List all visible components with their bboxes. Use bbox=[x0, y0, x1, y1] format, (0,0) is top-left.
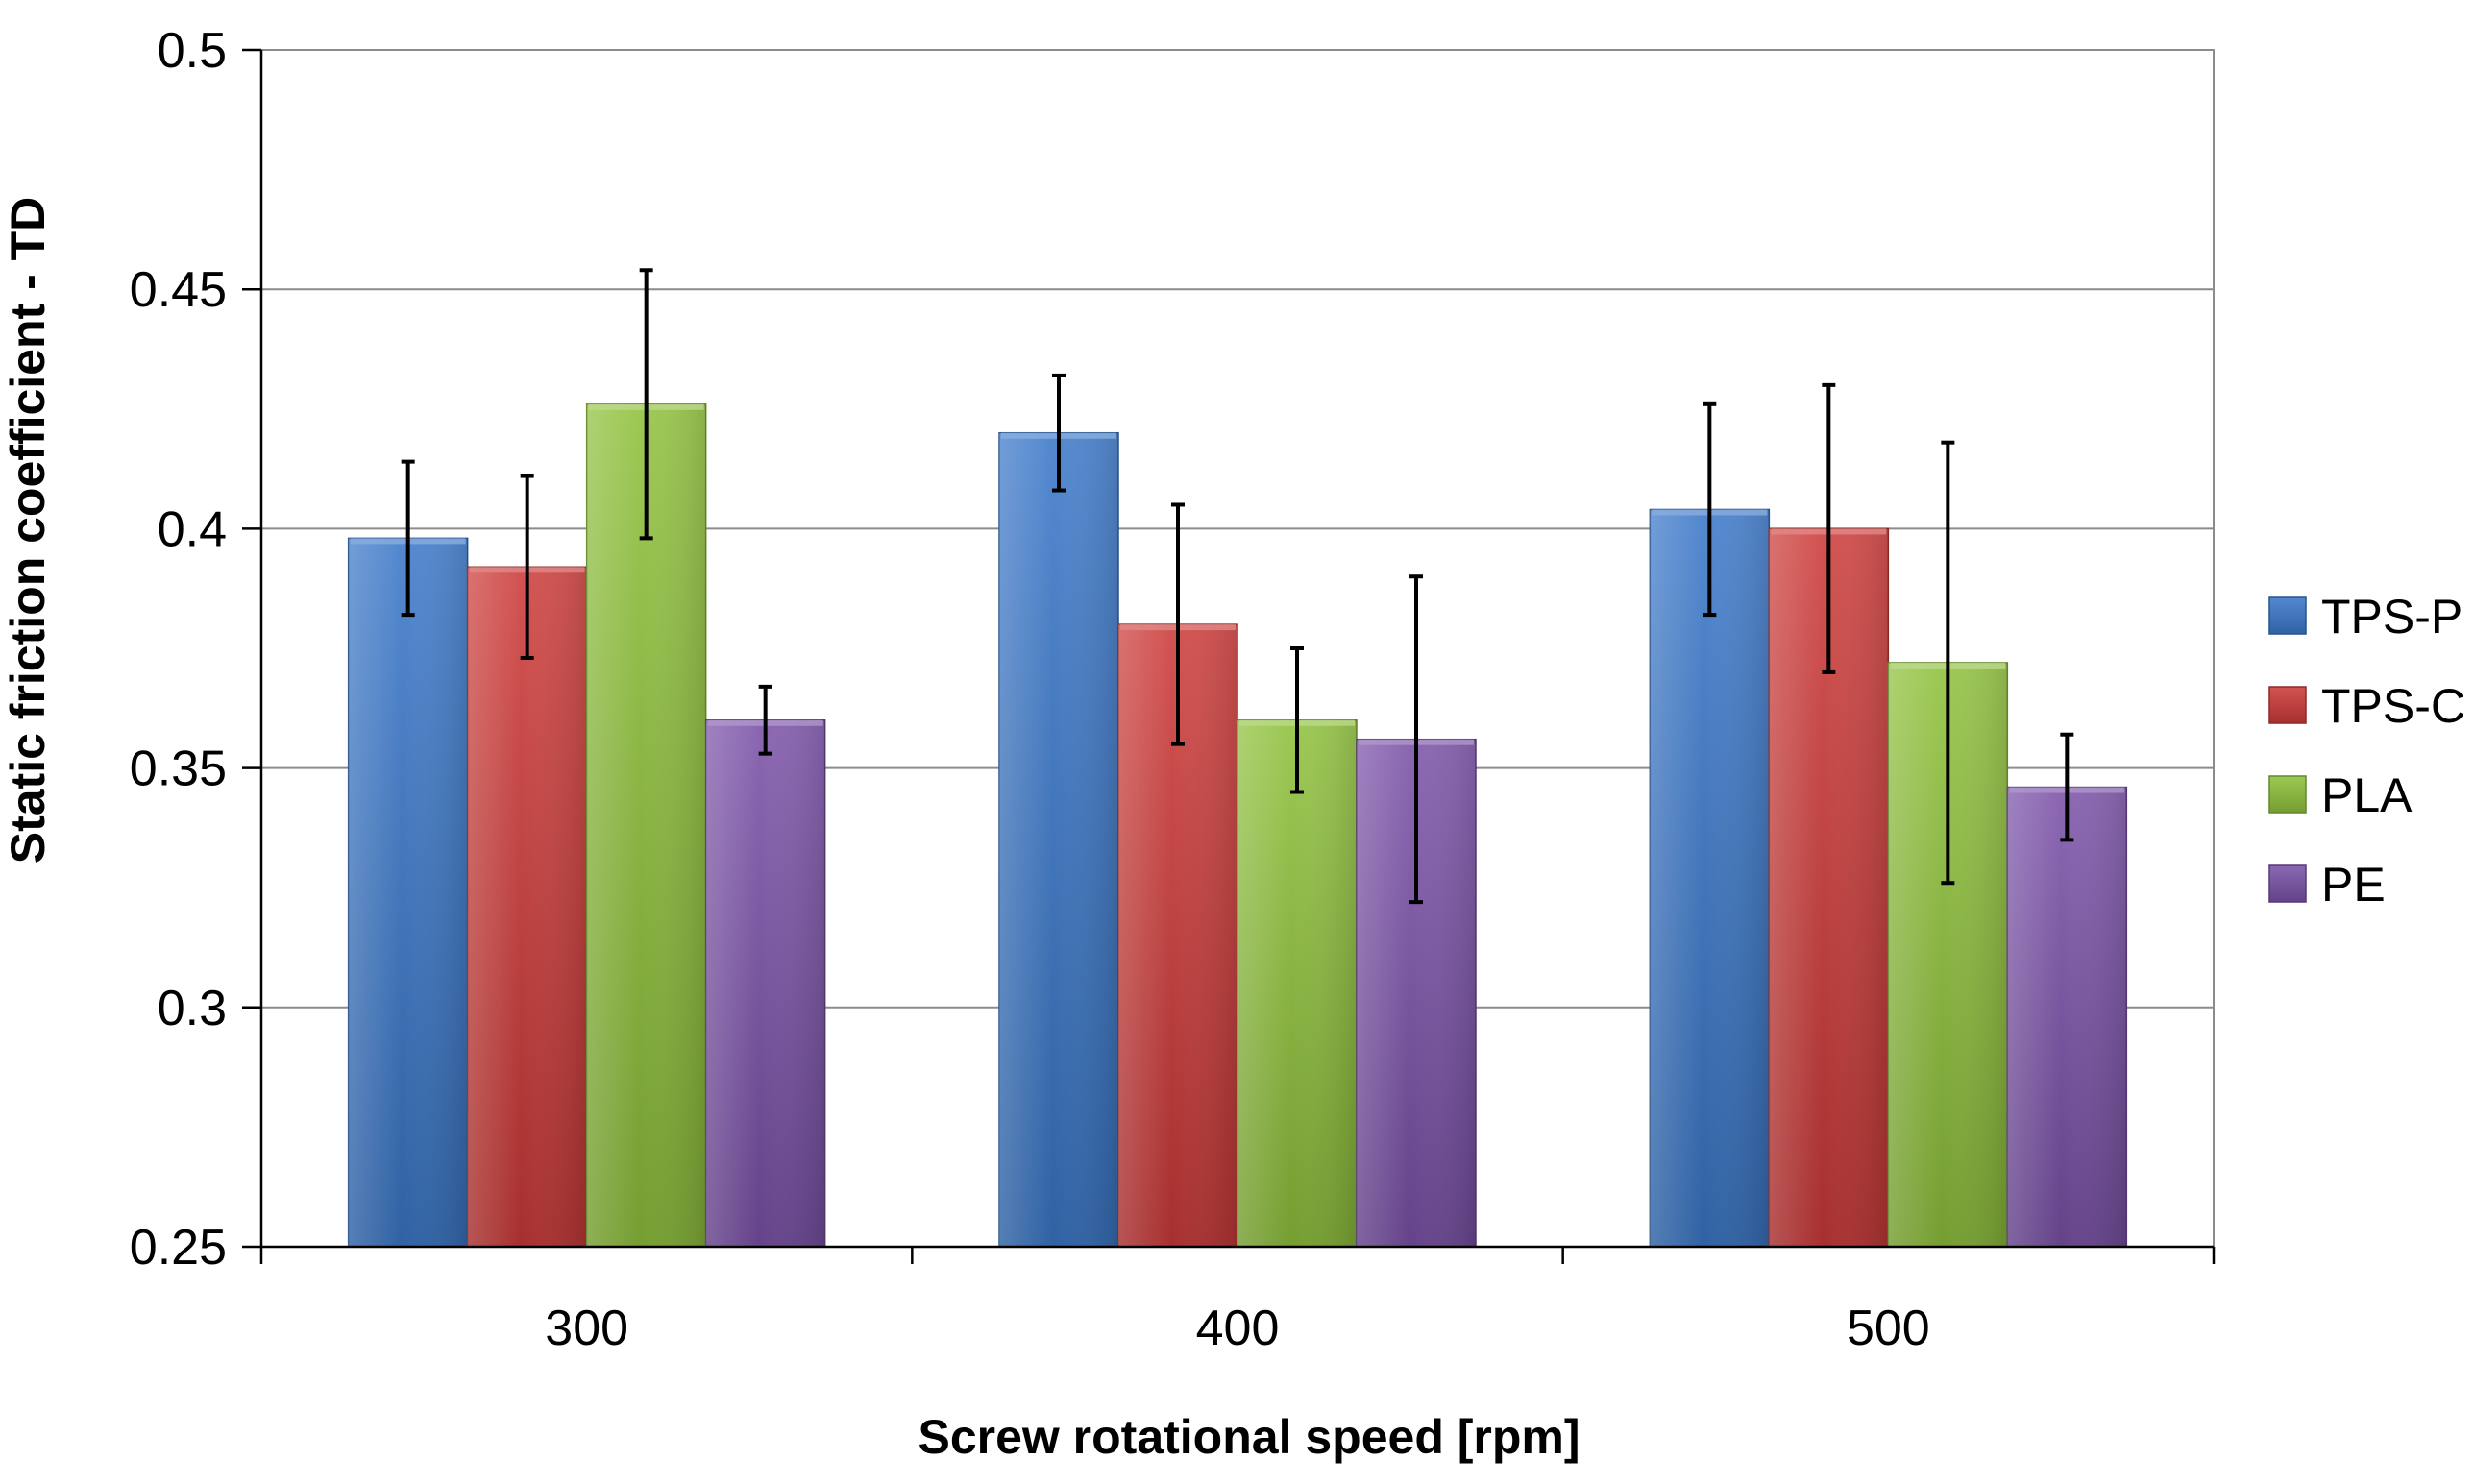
bar-shading bbox=[348, 538, 468, 1247]
legend: TPS-P TPS-C PLA PE bbox=[2268, 590, 2465, 912]
bar-shading bbox=[2007, 787, 2127, 1247]
bars bbox=[347, 403, 2128, 1248]
bar-shading bbox=[705, 719, 825, 1247]
legend-label-pe: PE bbox=[2321, 858, 2386, 912]
legend-label-pla: PLA bbox=[2321, 768, 2413, 822]
y-tick-label: 0.35 bbox=[130, 742, 227, 797]
y-tick-label: 0.25 bbox=[130, 1220, 227, 1276]
y-tick-label: 0.5 bbox=[158, 23, 227, 79]
bar-shading bbox=[586, 403, 706, 1247]
legend-swatch-tps-p bbox=[2268, 596, 2307, 635]
legend-label-tps-p: TPS-P bbox=[2321, 590, 2463, 644]
axes: 0.25 0.3 0.35 0.4 0.45 0.5 300 400 500 bbox=[130, 23, 2216, 1356]
legend-swatch-pe bbox=[2268, 864, 2307, 903]
bar-shading bbox=[999, 432, 1118, 1248]
bar-shading bbox=[467, 567, 587, 1247]
legend-label-tps-c: TPS-C bbox=[2321, 679, 2465, 733]
legend-swatch-tps-c bbox=[2268, 686, 2307, 724]
error-bars bbox=[401, 268, 2074, 905]
y-axis-title: Static friction coefficient - TD bbox=[1, 197, 55, 864]
bar-shading bbox=[1238, 719, 1357, 1247]
y-tick-label: 0.45 bbox=[130, 262, 227, 318]
x-axis-title: Screw rotational speed [rpm] bbox=[918, 1410, 1580, 1464]
x-tick-label: 300 bbox=[545, 1301, 628, 1356]
y-tick-label: 0.4 bbox=[158, 501, 227, 557]
bar-shading bbox=[1650, 509, 1770, 1247]
x-tick-label: 500 bbox=[1847, 1301, 1930, 1356]
x-tick-label: 400 bbox=[1196, 1301, 1280, 1356]
y-tick-label: 0.3 bbox=[158, 981, 227, 1036]
legend-swatch-pla bbox=[2268, 775, 2307, 814]
